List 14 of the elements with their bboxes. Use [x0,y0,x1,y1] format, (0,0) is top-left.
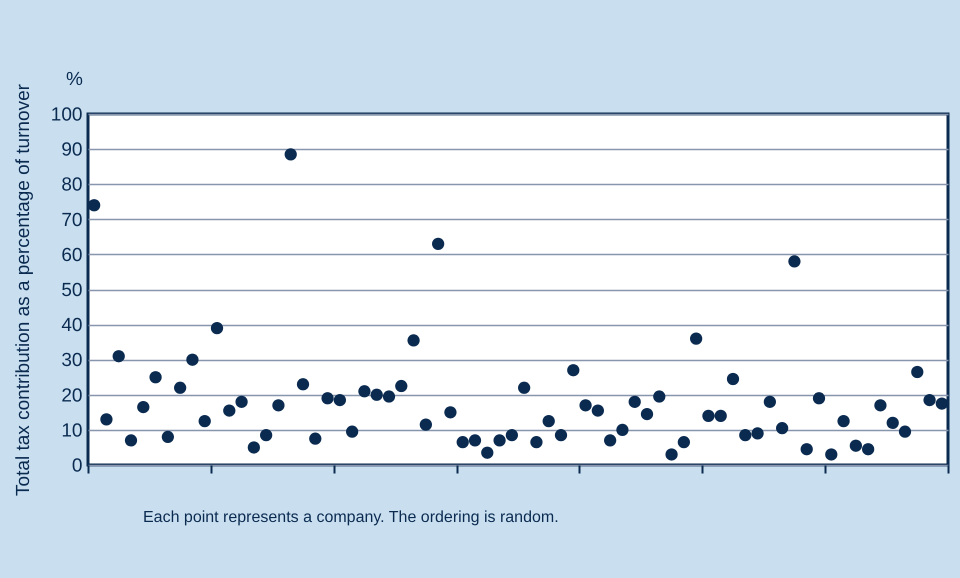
y-tick-label: 60 [61,244,82,266]
y-tick-label: 50 [61,280,82,301]
y-axis-title: Total tax contribution as a percentage of turnover [12,83,34,496]
text: Each point represents a company. The ordering is random. [143,509,559,526]
y-tick-label: 80 [61,174,82,196]
y-tick-label: 20 [61,385,82,406]
y-tick-label: 70 [61,210,82,231]
y-tick-label: 90 [61,140,82,161]
y-tick-label: 0 [72,456,82,476]
y-tick-label: 30 [61,350,82,372]
y-tick-label: 10 [61,420,82,442]
y-tick-label: 100 [50,104,82,126]
text: % [66,69,83,90]
y-tick-label: 40 [61,315,82,336]
